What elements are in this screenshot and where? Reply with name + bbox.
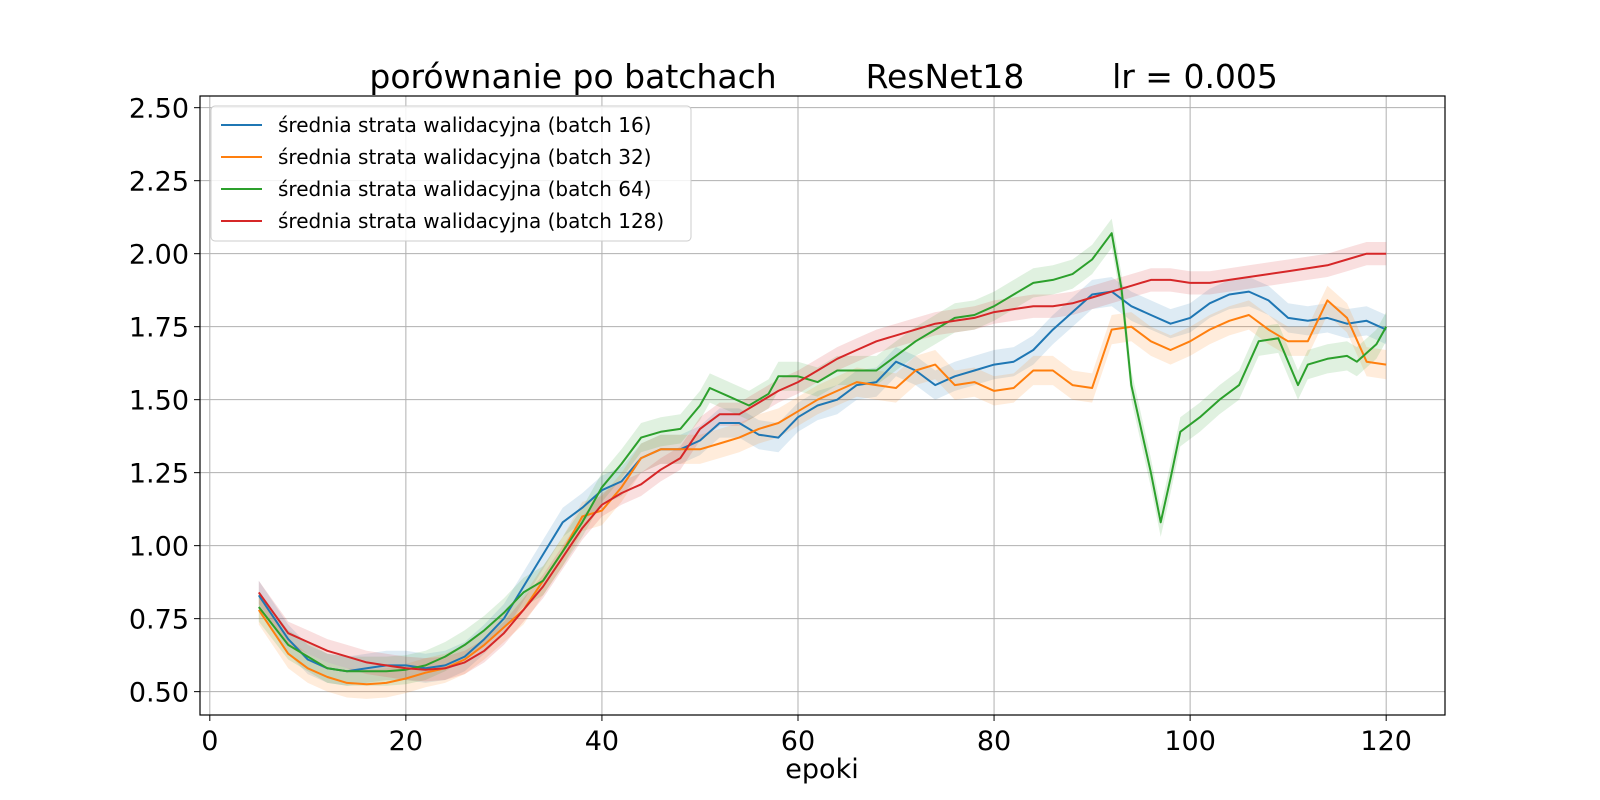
axis-ticks: 0 20 40 60 80 100 120 0.50 0.75 1.00 1.25 1.50 1.75 2… bbox=[129, 94, 1412, 757]
y-tick-label: 0.75 bbox=[129, 605, 189, 636]
legend-box bbox=[210, 105, 692, 242]
title-part-1: porównanie po batchach bbox=[369, 57, 776, 96]
legend-label-batch-32: średnia strata walidacyjna (batch 32) bbox=[278, 145, 651, 169]
series-line-0 bbox=[257, 290, 1387, 673]
legend-label-batch-128: średnia strata walidacyjna (batch 128) bbox=[278, 209, 664, 233]
x-tick-label: 60 bbox=[781, 726, 815, 757]
series-band-2 bbox=[258, 218, 1387, 686]
title-part-3: lr = 0.005 bbox=[1112, 57, 1278, 96]
y-tick-label: 1.00 bbox=[129, 532, 189, 563]
y-tick-label: 0.50 bbox=[129, 678, 189, 709]
legend: średnia strata walidacyjna (batch 16) śr… bbox=[210, 105, 692, 242]
x-tick-label: 0 bbox=[201, 726, 218, 757]
confidence-bands bbox=[258, 218, 1387, 699]
x-tick-label: 120 bbox=[1360, 726, 1412, 757]
y-tick-label: 2.00 bbox=[129, 240, 189, 271]
plot-frame bbox=[199, 95, 1446, 716]
legend-label-batch-16: średnia strata walidacyjna (batch 16) bbox=[278, 113, 651, 137]
x-tick-label: 20 bbox=[389, 726, 423, 757]
y-tick-label: 2.50 bbox=[129, 94, 189, 125]
series-lines bbox=[257, 232, 1388, 686]
y-tick-label: 1.50 bbox=[129, 386, 189, 417]
series-line-1 bbox=[257, 299, 1387, 686]
series-band-0 bbox=[258, 277, 1387, 686]
series-line-2 bbox=[258, 232, 1388, 673]
legend-label-batch-64: średnia strata walidacyjna (batch 64) bbox=[278, 177, 651, 201]
x-axis-label: epoki bbox=[785, 754, 858, 785]
y-tick-label: 1.75 bbox=[129, 313, 189, 344]
x-tick-label: 80 bbox=[977, 726, 1011, 757]
title-part-2: ResNet18 bbox=[866, 57, 1025, 96]
x-tick-label: 100 bbox=[1164, 726, 1216, 757]
y-tick-label: 1.25 bbox=[129, 459, 189, 490]
series-line-3 bbox=[257, 252, 1387, 671]
series-band-1 bbox=[258, 285, 1387, 699]
y-tick-label: 2.25 bbox=[129, 167, 189, 198]
x-tick-label: 40 bbox=[585, 726, 619, 757]
